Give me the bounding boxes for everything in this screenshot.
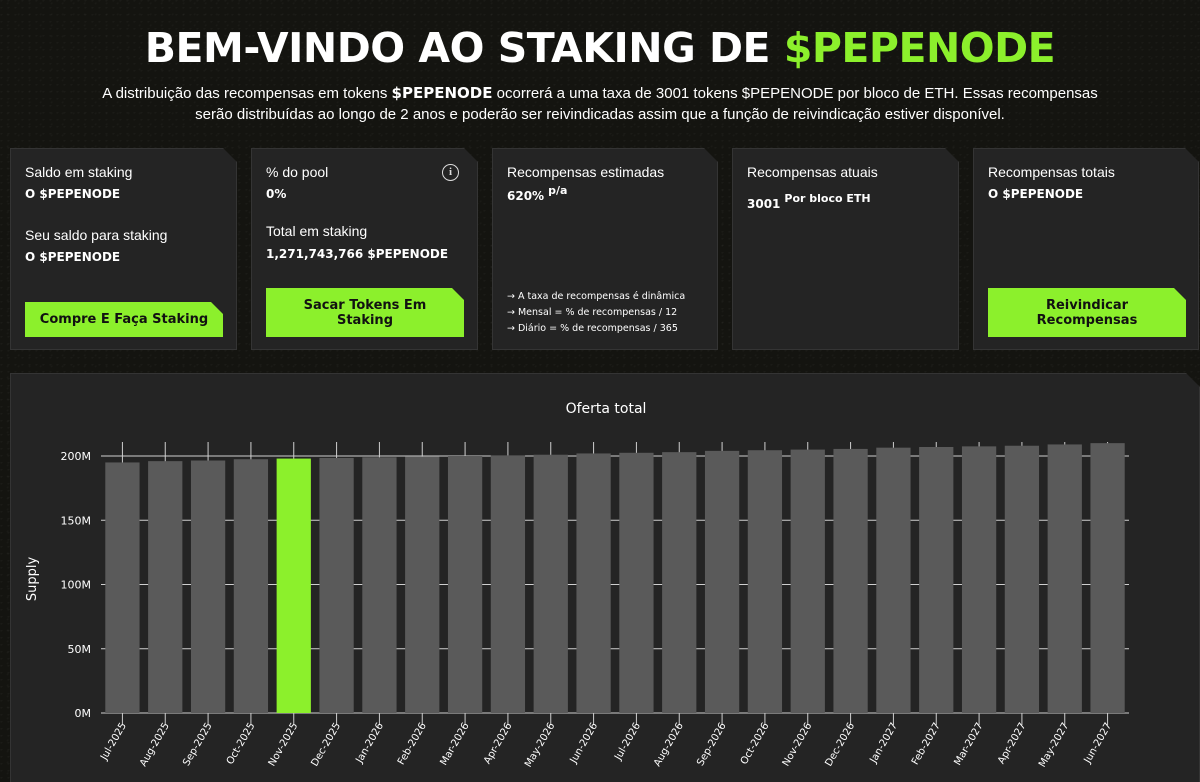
chart-x-tick-label: Dec-2026 <box>823 721 857 768</box>
chart-bar <box>191 460 225 713</box>
withdraw-staked-button[interactable]: Sacar Tokens Em Staking <box>266 288 464 337</box>
desc-post: ocorrerá a uma taxa de 3001 tokens $PEPE… <box>195 85 1098 123</box>
chart-x-ticks: Jul-2025 Aug-2025 Sep-2025 Oct-2025 Nov-2025… <box>98 721 1114 769</box>
chart-x-tick-label: May-2027 <box>1037 721 1071 769</box>
page-title: BEM-VINDO AO STAKING DE $PEPENODE <box>0 24 1200 72</box>
chart-x-tick-label: Nov-2026 <box>781 721 815 768</box>
chart-x-tick-label: Jun-2027 <box>1082 721 1114 766</box>
estimated-rewards-card: Recompensas estimadas 620% p/a → A taxa d… <box>492 148 718 350</box>
chart-x-tick-label: Jun-2026 <box>568 721 600 766</box>
buy-and-stake-button[interactable]: Compre E Faça Staking <box>25 302 223 337</box>
pool-card: % do pool i 0% Total em staking 1,271,74… <box>251 148 478 350</box>
chart-x-tick-label: Mar-2027 <box>953 721 986 767</box>
chart-x-tick-label: Sep-2026 <box>695 721 728 768</box>
pool-label: % do pool <box>266 164 329 180</box>
chart-y-tick-label: 0M <box>75 707 92 720</box>
chart-bars <box>105 443 1124 713</box>
desc-pre: A distribuição das recompensas em tokens <box>102 85 388 102</box>
chart-x-tick-label: Feb-2026 <box>396 721 429 767</box>
chart-bar <box>833 449 867 713</box>
note-item: → Diário = % de recompensas / 365 <box>507 323 678 334</box>
total-staked-label: Total em staking <box>266 223 368 239</box>
chart-y-tick-label: 100M <box>61 579 92 592</box>
current-rate: 3001 <box>747 197 781 211</box>
chart-bar <box>662 452 696 713</box>
chart-x-tick-label: Feb-2027 <box>910 721 943 767</box>
chart-bar <box>362 457 396 713</box>
total-staked-value: 1,271,743,766 $PEPENODE <box>266 247 449 261</box>
chart-bar <box>319 458 353 713</box>
chart-x-tick-label: Mar-2026 <box>439 721 472 767</box>
chart-bar <box>1090 443 1124 713</box>
supply-chart-panel: Oferta total Supply 0M 50M 100M 150M 200M Ju… <box>10 373 1200 782</box>
estimated-rewards-label: Recompensas estimadas <box>507 164 665 180</box>
current-rate-unit: Por bloco ETH <box>784 192 871 205</box>
chart-x-tick-label: Oct-2026 <box>739 721 772 767</box>
chart-x-tick-label: Aug-2026 <box>652 721 686 769</box>
staking-balance-card: Saldo em staking O $PEPENODE Seu saldo p… <box>10 148 237 350</box>
chart-bar <box>576 453 610 713</box>
chart-y-tick-label: 200M <box>61 450 92 463</box>
chart-bar <box>876 448 910 713</box>
chart-bar <box>534 455 568 713</box>
chart-bar <box>919 447 953 713</box>
title-main: BEM-VINDO AO STAKING DE <box>144 24 771 72</box>
estimated-rate-unit: p/a <box>548 184 568 197</box>
chart-x-tick-label: Jan-2027 <box>868 721 900 766</box>
chart-bar <box>748 450 782 713</box>
staking-balance-label: Saldo em staking <box>25 164 133 180</box>
chart-y-tick-label: 150M <box>61 514 92 527</box>
chart-bar <box>1048 444 1082 713</box>
total-rewards-value: O $PEPENODE <box>988 187 1084 201</box>
chart-x-tick-label: Sep-2025 <box>181 721 214 768</box>
current-rewards-value: 3001 Por bloco ETH <box>747 197 871 211</box>
available-balance-value: O $PEPENODE <box>25 250 121 264</box>
chart-x-tick-label: Apr-2027 <box>996 721 1028 766</box>
chart-bar <box>962 446 996 713</box>
chart-y-ticks: 0M 50M 100M 150M 200M <box>61 450 92 720</box>
total-rewards-card: Recompensas totais O $PEPENODE Reivindic… <box>973 148 1199 350</box>
chart-y-tick-label: 50M <box>68 643 92 656</box>
chart-bar <box>705 451 739 713</box>
estimated-rate: 620% <box>507 189 545 203</box>
chart-bar <box>791 450 825 713</box>
supply-chart: Oferta total Supply 0M 50M 100M 150M 200M Ju… <box>11 374 1200 782</box>
chart-y-axis-label: Supply <box>25 557 40 602</box>
chart-bar <box>105 462 139 713</box>
chart-bar <box>448 456 482 713</box>
chart-x-tick-label: Jan-2026 <box>354 721 386 766</box>
chart-x-tick-label: Jul-2026 <box>612 721 643 763</box>
chart-bar <box>234 459 268 713</box>
desc-token: $PEPENODE <box>391 84 493 102</box>
chart-x-tick-label: Apr-2026 <box>482 721 514 766</box>
page-description: A distribuição das recompensas em tokens… <box>100 83 1100 125</box>
rewards-notes: → A taxa de recompensas é dinâmica → Men… <box>507 289 685 337</box>
chart-x-tick-label: Aug-2025 <box>138 721 172 769</box>
chart-bar <box>491 455 525 713</box>
chart-bar <box>619 453 653 713</box>
available-balance-label: Seu saldo para staking <box>25 227 168 243</box>
title-accent: $PEPENODE <box>783 24 1056 72</box>
chart-x-tick-label: Oct-2025 <box>225 721 258 767</box>
chart-bar <box>277 459 311 713</box>
note-item: → A taxa de recompensas é dinâmica <box>507 291 686 302</box>
chart-title: Oferta total <box>566 401 647 417</box>
staking-balance-value: O $PEPENODE <box>25 187 121 201</box>
current-rewards-label: Recompensas atuais <box>747 164 878 180</box>
claim-rewards-button[interactable]: Reivindicar Recompensas <box>988 288 1186 337</box>
chart-bar <box>405 457 439 713</box>
info-icon[interactable]: i <box>442 164 459 181</box>
total-rewards-label: Recompensas totais <box>988 164 1115 180</box>
chart-x-tick-label: Jul-2025 <box>98 721 129 763</box>
pool-value: 0% <box>266 187 287 201</box>
chart-x-tick-label: Nov-2025 <box>267 721 301 768</box>
chart-x-tick-label: Dec-2025 <box>309 721 343 768</box>
estimated-rewards-value: 620% p/a <box>507 189 567 203</box>
chart-bar <box>1005 446 1039 713</box>
chart-x-tick-label: May-2026 <box>523 721 557 769</box>
note-item: → Mensal = % de recompensas / 12 <box>507 307 678 318</box>
current-rewards-card: Recompensas atuais 3001 Por bloco ETH <box>732 148 959 350</box>
chart-bar <box>148 461 182 713</box>
